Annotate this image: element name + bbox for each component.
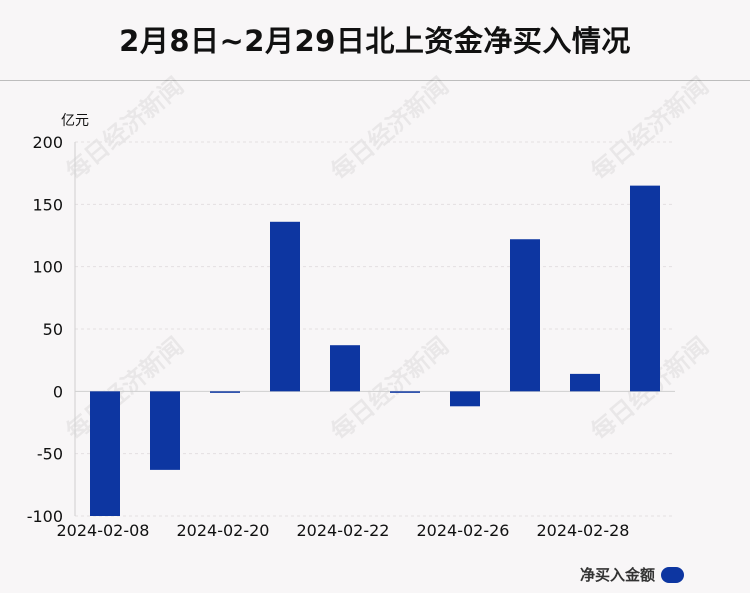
legend-label: 净买入金额 bbox=[579, 566, 655, 584]
gridlines bbox=[75, 141, 675, 517]
legend-swatch bbox=[661, 566, 684, 583]
y-tick-label-1: 150 bbox=[32, 195, 63, 214]
legend: 净买入金额 bbox=[580, 564, 684, 585]
bar-8 bbox=[570, 373, 600, 392]
watermark-1: 每日经济新闻 bbox=[326, 72, 454, 186]
x-tick-label-2: 2024-02-20 bbox=[177, 521, 270, 540]
y-axis-unit: 亿元 bbox=[61, 113, 89, 129]
chart-title: 2月8日~2月29日北上资金净买入情况 bbox=[119, 24, 631, 58]
x-tick-label-4: 2024-02-22 bbox=[297, 521, 390, 540]
watermark-layer: 每日经济新闻每日经济新闻每日经济新闻每日经济新闻每日经济新闻每日经济新闻 bbox=[61, 72, 714, 446]
bar-7 bbox=[510, 239, 540, 392]
y-tick-label-0: 200 bbox=[32, 133, 63, 152]
y-tick-label-5: -50 bbox=[37, 445, 63, 464]
bar-9 bbox=[630, 185, 660, 392]
y-tick-label-3: 50 bbox=[43, 320, 63, 339]
bar-5 bbox=[390, 391, 420, 393]
x-tick-label-8: 2024-02-28 bbox=[537, 521, 630, 540]
title-divider bbox=[0, 80, 750, 81]
y-tick-labels: 200 150 100 50 0 -50 -100 bbox=[27, 133, 63, 526]
bar-1 bbox=[150, 391, 180, 470]
watermark-2: 每日经济新闻 bbox=[586, 72, 714, 186]
x-tick-label-6: 2024-02-26 bbox=[417, 521, 510, 540]
y-tick-label-2: 100 bbox=[32, 258, 63, 277]
y-tick-label-6: -100 bbox=[27, 507, 63, 526]
x-tick-label-0: 2024-02-08 bbox=[57, 521, 150, 540]
bar-3 bbox=[270, 221, 300, 392]
bars bbox=[90, 185, 660, 516]
bar-2 bbox=[210, 391, 240, 393]
bar-6 bbox=[450, 391, 480, 407]
bar-4 bbox=[330, 345, 360, 392]
x-tick-labels: 2024-02-08 2024-02-20 2024-02-22 2024-02-26… bbox=[57, 521, 630, 540]
y-tick-label-4: 0 bbox=[53, 382, 63, 401]
bar-0 bbox=[90, 391, 120, 516]
